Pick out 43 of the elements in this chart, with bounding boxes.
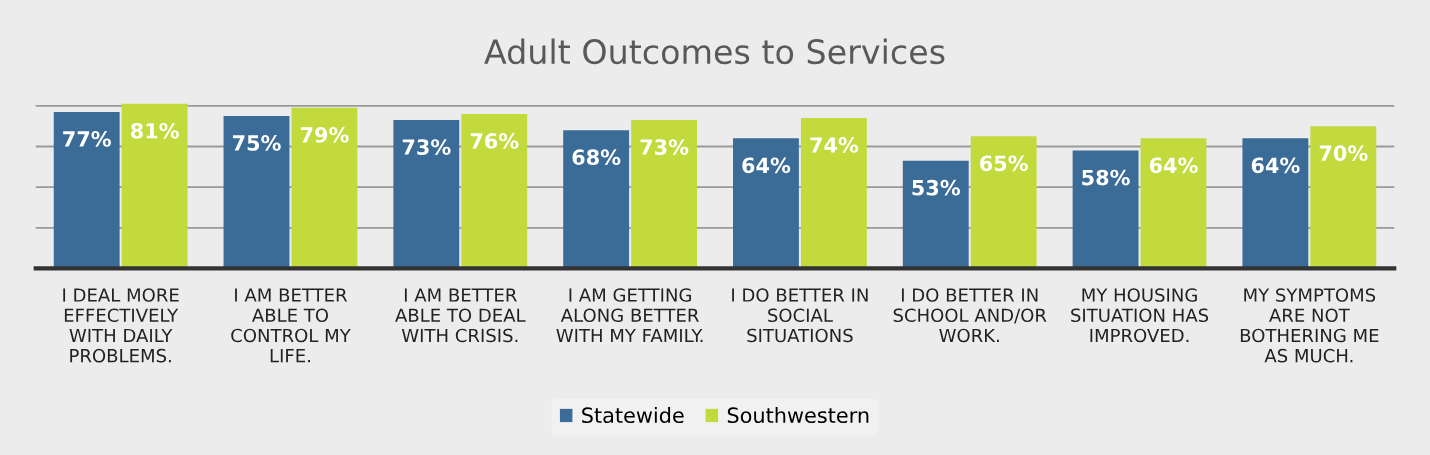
bar xyxy=(1072,150,1139,269)
data-label: 64% xyxy=(1251,157,1300,174)
bar xyxy=(223,115,290,269)
bar xyxy=(53,111,120,269)
data-label: 73% xyxy=(640,139,689,155)
legend-label: Statewide xyxy=(582,406,684,424)
data-label: 53% xyxy=(912,179,961,196)
x-tick-label: MY SYMPTOMS ARE NOT BOTHERING ME AS MUCH. xyxy=(1240,288,1379,363)
x-tick-label: I DEAL MORE EFFECTIVELY WITH DAILY PROBLEMS. xyxy=(63,288,179,363)
x-tick-label: I DO BETTER IN SCHOOL AND/OR WORK. xyxy=(893,288,1047,343)
bar xyxy=(1310,126,1377,269)
data-label: 64% xyxy=(1149,157,1198,174)
data-label: 70% xyxy=(1319,145,1368,161)
bar xyxy=(291,107,358,269)
data-label: 75% xyxy=(232,135,281,151)
data-label: 58% xyxy=(1082,169,1130,186)
bar xyxy=(733,138,799,269)
bar xyxy=(1140,138,1207,269)
bar xyxy=(121,103,188,269)
bar xyxy=(800,118,867,269)
x-tick-label: I AM GETTING ALONG BETTER WITH MY FAMILY. xyxy=(556,288,703,343)
data-label: 64% xyxy=(742,157,791,174)
data-label: 81% xyxy=(130,122,179,139)
data-label: 73% xyxy=(402,139,451,155)
bar xyxy=(461,113,528,269)
data-label: 68% xyxy=(572,149,621,166)
x-tick-label: I DO BETTER IN SOCIAL SITUATIONS xyxy=(732,288,868,343)
data-label: 65% xyxy=(980,155,1028,172)
bar xyxy=(902,160,969,269)
x-tick-label: I AM BETTER ABLE TO CONTROL MY LIFE. xyxy=(231,288,351,363)
data-label: 74% xyxy=(810,137,859,153)
bar xyxy=(631,120,697,269)
bar xyxy=(393,120,460,269)
x-tick-label: I AM BETTER ABLE TO DEAL WITH CRISIS. xyxy=(395,288,526,343)
bar xyxy=(1242,138,1309,269)
x-tick-label: MY HOUSING SITUATION HAS IMPROVED. xyxy=(1071,288,1209,343)
bar xyxy=(970,136,1037,269)
legend-label: Southwestern xyxy=(727,406,869,424)
chart-title: Adult Outcomes to Services xyxy=(484,38,945,65)
data-label: 79% xyxy=(300,126,349,143)
bar xyxy=(563,130,630,269)
data-label: 77% xyxy=(63,131,111,147)
data-label: 76% xyxy=(470,133,519,149)
